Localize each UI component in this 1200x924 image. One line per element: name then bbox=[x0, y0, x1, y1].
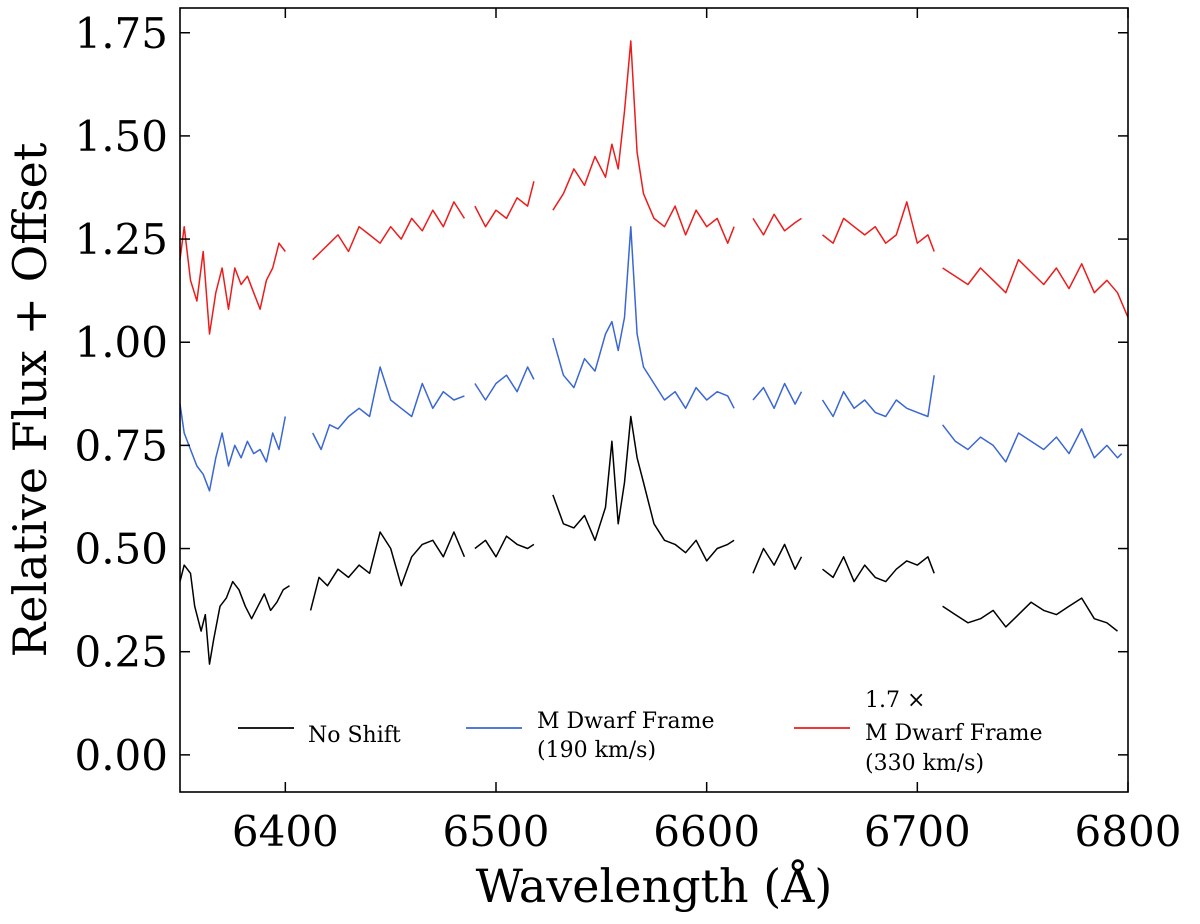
series-2-segment-2 bbox=[474, 181, 535, 228]
y-axis-title: Relative Flux + Offset bbox=[3, 142, 57, 657]
x-tick-label: 6500 bbox=[443, 807, 550, 856]
plot-lines bbox=[179, 40, 1129, 665]
tick-labels: 6400 6500 6600 6700 6800 0.00 0.25 0.50 0.75 1.00… bbox=[74, 9, 1181, 856]
axis-ticks bbox=[180, 8, 1129, 792]
series-1-segment-4 bbox=[752, 382, 803, 410]
y-tick-label: 1.25 bbox=[74, 215, 168, 264]
legend-label: (190 km/s) bbox=[537, 738, 656, 763]
y-tick-label: 1.75 bbox=[74, 9, 168, 58]
y-tick-label: 0.75 bbox=[74, 421, 168, 470]
series-0-segment-0 bbox=[179, 564, 290, 665]
legend-label: (330 km/s) bbox=[865, 751, 984, 776]
legend-entry-0: No Shift bbox=[238, 723, 401, 748]
series-2-segment-4 bbox=[752, 213, 802, 236]
series-1-segment-0 bbox=[179, 403, 287, 492]
series-2-segment-6 bbox=[942, 258, 1129, 318]
x-tick-label: 6400 bbox=[232, 807, 339, 856]
y-tick-label: 0.25 bbox=[74, 628, 168, 677]
series-2-segment-1 bbox=[312, 201, 466, 261]
legend: No Shift M Dwarf Frame (190 km/s) 1.7 × M Dw… bbox=[238, 688, 1043, 776]
legend-label: M Dwarf Frame bbox=[865, 721, 1043, 746]
x-tick-label: 6800 bbox=[1075, 807, 1182, 856]
plot-frame bbox=[179, 7, 1129, 793]
series-0-segment-5 bbox=[822, 556, 935, 583]
x-tick-label: 6700 bbox=[864, 807, 971, 856]
series-1-segment-1 bbox=[312, 366, 465, 451]
y-tick-label: 0.50 bbox=[74, 525, 168, 574]
legend-label: 1.7 × bbox=[865, 688, 925, 713]
x-tick-label: 6600 bbox=[653, 807, 760, 856]
y-tick-label: 1.50 bbox=[74, 112, 168, 161]
series-0-segment-6 bbox=[942, 597, 1118, 632]
series-1-segment-3 bbox=[552, 225, 735, 410]
series-2-segment-3 bbox=[552, 40, 735, 244]
y-tick-label: 0.00 bbox=[74, 731, 168, 780]
series-2-segment-0 bbox=[179, 225, 286, 335]
x-axis-title: Wavelength (Å) bbox=[476, 858, 833, 913]
legend-label: No Shift bbox=[308, 723, 401, 748]
series-1-segment-2 bbox=[474, 366, 535, 401]
series-1-segment-5 bbox=[821, 375, 935, 418]
series-0-segment-1 bbox=[309, 531, 466, 611]
y-tick-label: 1.00 bbox=[74, 318, 168, 367]
series-2-segment-5 bbox=[822, 201, 935, 252]
series-0-segment-3 bbox=[552, 415, 735, 562]
legend-entry-2: 1.7 × M Dwarf Frame (330 km/s) bbox=[794, 688, 1043, 776]
series-1-segment-6 bbox=[942, 424, 1123, 463]
legend-label: M Dwarf Frame bbox=[537, 709, 715, 734]
series-0-segment-4 bbox=[752, 543, 803, 574]
legend-entry-1: M Dwarf Frame (190 km/s) bbox=[466, 709, 715, 763]
series-0-segment-2 bbox=[474, 535, 535, 558]
